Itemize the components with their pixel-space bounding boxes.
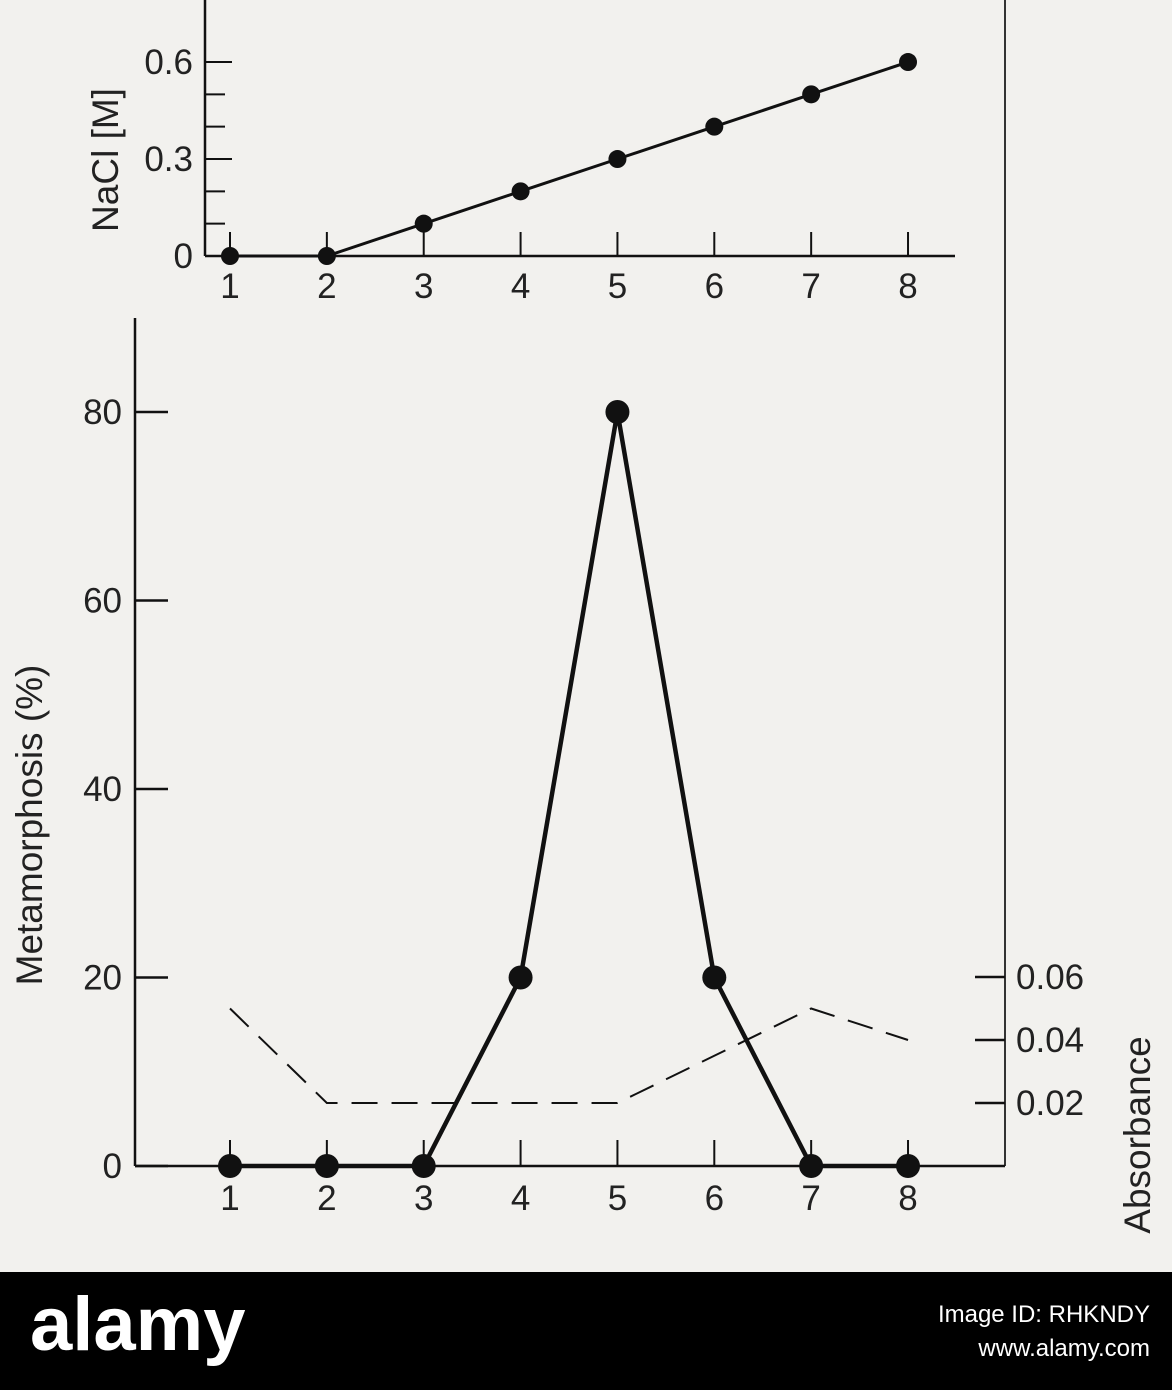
metamorphosis-data-point [508,965,533,990]
top-y-tick-label: 0.3 [144,140,193,179]
bottom-x-tick-label: 1 [220,1179,239,1218]
top-chart-nacl: 0 0.3 0.6 1 2 3 4 5 6 7 8 NaCl [M] [85,0,955,306]
bottom-chart-series [218,400,921,1178]
bottom-x-tick-label: 5 [608,1179,627,1218]
nacl-data-point [414,214,433,233]
metamorphosis-data-point [218,1154,242,1178]
metamorphosis-data-point [702,965,727,990]
top-x-tick-label: 6 [705,267,724,306]
top-x-tick-label: 4 [511,267,530,306]
metamorphosis-data-point [896,1154,921,1178]
top-x-tick-label: 2 [317,267,336,306]
top-y-tick-label: 0 [174,237,193,276]
bottom-x-tick-label: 2 [317,1179,336,1218]
top-y-tick-label: 0.6 [144,43,193,82]
nacl-data-point [317,247,336,265]
nacl-data-point [899,53,918,72]
top-x-tick-label: 5 [608,267,627,306]
top-chart-axes: 0 0.3 0.6 1 2 3 4 5 6 7 8 [144,0,955,306]
bottom-y2-tick-label: 0.02 [1016,1084,1084,1123]
bottom-x-tick-label: 6 [705,1179,724,1218]
metamorphosis-data-point [411,1154,436,1178]
nacl-data-point [511,182,530,201]
top-chart-series [221,53,918,265]
bottom-x-tick-label: 7 [801,1179,820,1218]
metamorphosis-data-point [799,1154,824,1178]
chart-figure: 0 0.3 0.6 1 2 3 4 5 6 7 8 NaCl [M] 0 20 40 60 80 0.02 0.… [0,0,1172,1272]
top-y-axis-title: NaCl [M] [85,88,126,232]
watermark-logo: alamy [30,1282,246,1367]
metamorphosis-data-point [314,1154,339,1178]
bottom-y-tick-label: 60 [83,582,122,621]
bottom-x-tick-label: 4 [511,1179,530,1218]
bottom-y-axis-title: Metamorphosis (%) [9,665,50,986]
watermark-banner: alamy Image ID: RHKNDY www.alamy.com [0,1272,1172,1390]
bottom-y2-axis-title: Absorbance [1117,1036,1158,1233]
nacl-data-point [608,150,627,169]
watermark-image-id: Image ID: RHKNDY [938,1301,1150,1328]
bottom-x-tick-label: 8 [898,1179,917,1218]
bottom-y-tick-label: 20 [83,959,122,998]
top-x-tick-label: 8 [898,267,917,306]
absorbance-series-line [229,1007,909,1104]
metamorphosis-data-point [605,400,630,424]
bottom-y-tick-label: 80 [83,393,122,432]
bottom-x-tick-label: 3 [414,1179,433,1218]
nacl-data-point [221,247,239,265]
nacl-data-point [705,117,724,136]
top-x-tick-label: 7 [801,267,820,306]
top-x-tick-label: 3 [414,267,433,306]
nacl-data-point [802,85,821,104]
watermark-url: www.alamy.com [977,1335,1150,1362]
top-x-tick-label: 1 [220,267,239,306]
bottom-y2-tick-label: 0.04 [1016,1021,1084,1060]
bottom-y2-tick-label: 0.06 [1016,958,1084,997]
metamorphosis-series-line [230,409,909,1169]
bottom-y-tick-label: 40 [83,770,122,809]
bottom-y-tick-label: 0 [103,1147,122,1186]
nacl-series-line [230,60,909,258]
